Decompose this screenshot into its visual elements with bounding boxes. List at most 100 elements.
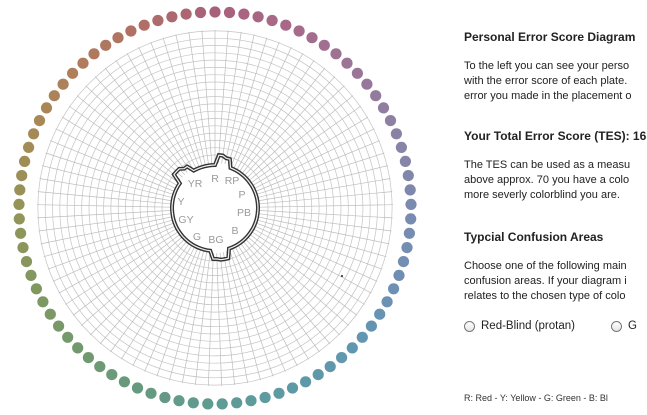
- color-cap: [361, 78, 373, 90]
- grid-spoke: [38, 213, 171, 232]
- intro-line-1: To the left you can see your perso: [464, 60, 630, 72]
- grid-spoke: [58, 229, 176, 294]
- grid-spoke: [224, 34, 255, 165]
- color-cap: [346, 342, 358, 354]
- grid-spoke: [47, 223, 173, 270]
- color-cap: [395, 141, 407, 153]
- color-cap: [397, 256, 410, 268]
- error-score-diagram: R RP P PB B BG GGY Y YR: [13, 6, 417, 410]
- color-cap: [159, 391, 171, 404]
- color-cap: [44, 308, 56, 320]
- color-cap: [374, 308, 386, 320]
- color-cap: [187, 397, 199, 409]
- color-cap: [231, 397, 243, 409]
- color-cap: [112, 32, 124, 44]
- grid-spoke: [257, 223, 383, 270]
- panel-title: Personal Error Score Diagram: [464, 30, 636, 44]
- grid-spoke: [256, 140, 380, 192]
- color-cap: [17, 242, 29, 254]
- color-cap: [82, 352, 94, 364]
- grid-spoke: [36, 204, 171, 208]
- grid-spoke: [229, 250, 274, 377]
- intro-line-3: error you made in the placement o: [464, 90, 632, 102]
- color-cap: [100, 39, 112, 51]
- grid-spoke: [52, 226, 175, 282]
- confusion-line-3: relates to the chosen type of colo: [464, 290, 626, 302]
- grid-spoke: [76, 95, 181, 180]
- red-blind-radio[interactable]: [464, 320, 475, 332]
- color-cap: [23, 141, 35, 153]
- grid-spoke: [99, 242, 187, 345]
- color-cap: [30, 283, 42, 295]
- color-cap: [403, 227, 415, 239]
- grid-spoke: [201, 30, 213, 164]
- tes-line-2: above approx. 70 you have a colo: [464, 174, 630, 186]
- grid-spoke: [239, 60, 315, 171]
- grid-spoke: [150, 41, 200, 167]
- color-cap: [223, 6, 236, 19]
- color-cap: [145, 387, 157, 399]
- grid-spoke: [246, 239, 340, 336]
- grid-spoke: [181, 252, 208, 384]
- color-cap: [106, 369, 118, 381]
- grid-spoke: [259, 210, 393, 219]
- color-cap: [20, 256, 33, 268]
- tes-heading-row: Your Total Error Score (TES): 16: [464, 129, 646, 143]
- color-cap: [14, 184, 26, 196]
- color-cap: [173, 395, 185, 407]
- grid-spoke: [121, 246, 192, 360]
- grid-spoke: [169, 251, 204, 381]
- red-blind-label[interactable]: Red-Blind (protan): [481, 320, 575, 332]
- grid-spoke: [219, 252, 236, 385]
- color-cap: [280, 19, 292, 31]
- hue-legend: R: Red - Y: Yellow - G: Green - B: Bl: [464, 393, 608, 403]
- grid-spoke: [227, 37, 268, 166]
- grid-spoke: [259, 191, 393, 205]
- color-cap: [194, 6, 207, 19]
- grid-spoke: [175, 34, 206, 165]
- grid-spoke: [255, 128, 375, 189]
- grid-spoke: [248, 237, 349, 326]
- color-cap: [300, 376, 312, 388]
- grid-spoke: [72, 234, 180, 316]
- grid-spoke: [247, 85, 345, 178]
- color-cap: [405, 198, 417, 210]
- green-blind-label[interactable]: G: [627, 320, 637, 332]
- hue-label-pb: PB: [237, 207, 251, 219]
- color-cap: [57, 78, 69, 90]
- hue-label-g: G: [193, 231, 201, 243]
- color-cap: [40, 102, 53, 114]
- grid-spoke: [258, 165, 388, 198]
- grid-spoke: [245, 76, 336, 175]
- grid-spoke: [50, 140, 174, 192]
- info-panel: Personal Error Score Diagram To the left…: [464, 0, 647, 415]
- grid-spoke: [126, 53, 194, 170]
- grid-spoke: [259, 216, 390, 245]
- hue-labels: R RP P PB B BG GGY Y YR: [177, 173, 251, 246]
- grid-spoke: [249, 95, 354, 180]
- color-cap: [381, 296, 393, 308]
- green-blind-radio[interactable]: [610, 320, 622, 332]
- color-cap: [88, 48, 100, 60]
- grid-spoke: [138, 47, 197, 168]
- color-cap: [118, 376, 130, 388]
- color-cap: [351, 67, 363, 79]
- hue-label-r: R: [211, 173, 219, 185]
- color-cap: [259, 391, 271, 404]
- hue-label-b: B: [231, 225, 238, 237]
- color-cap: [15, 227, 27, 239]
- color-cap: [94, 361, 106, 373]
- grid-spoke: [259, 204, 394, 208]
- grid-spoke: [194, 252, 211, 385]
- color-cap: [27, 128, 40, 140]
- grid-spoke: [257, 152, 385, 195]
- grid-spoke: [65, 232, 178, 305]
- color-cap: [125, 25, 137, 37]
- color-cap: [390, 128, 402, 140]
- intro-line-2: with the error score of each plate.: [464, 75, 628, 87]
- color-cap: [37, 296, 49, 308]
- color-cap: [399, 155, 411, 167]
- color-cap: [238, 8, 250, 20]
- color-cap: [13, 213, 25, 225]
- color-cap: [252, 11, 264, 23]
